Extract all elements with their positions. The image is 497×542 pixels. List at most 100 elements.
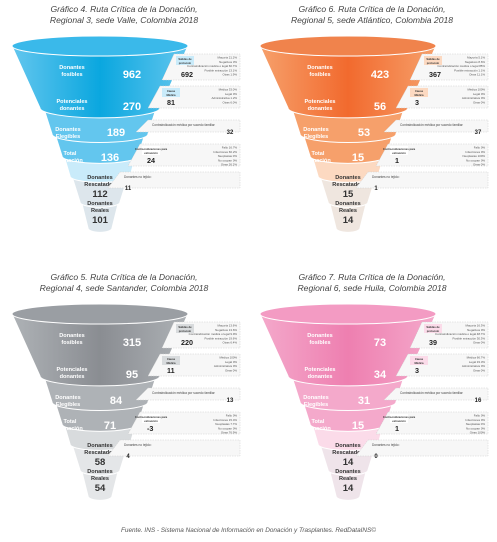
stage-label: Donación bbox=[57, 426, 83, 432]
stage-label: Rescatados bbox=[332, 450, 363, 456]
stage-value: 14 bbox=[343, 457, 354, 468]
side-box-detail: Médica 66.7% bbox=[467, 356, 486, 360]
side-box-value: 0 bbox=[374, 454, 378, 460]
side-box-detail: Legal 0% bbox=[225, 92, 237, 96]
side-box-detail: Posible extracción 1.1% bbox=[454, 68, 485, 72]
stage-label: donantes bbox=[308, 106, 333, 112]
stage-label: Rescatados bbox=[84, 450, 115, 456]
side-box-label: Contraindicación médica por sucedo famil… bbox=[152, 391, 216, 395]
side-box bbox=[135, 119, 241, 133]
side-box-value: 39 bbox=[429, 338, 437, 347]
stage-label: Donantes bbox=[335, 175, 361, 181]
side-box-detail: Fallo 0% bbox=[474, 146, 486, 150]
stage-label: fosibles bbox=[61, 72, 82, 78]
side-box-detail: Contraindicación médica o legal 85% bbox=[437, 64, 485, 68]
side-box-detail: No ocupan 0% bbox=[466, 158, 485, 162]
side-box-value: 13 bbox=[227, 398, 234, 404]
stage-label: Potenciales bbox=[304, 367, 335, 373]
stage-label: Reales bbox=[339, 476, 357, 482]
side-box-value: 11 bbox=[125, 186, 132, 192]
side-box-detail: Negativos 13.6% bbox=[215, 328, 237, 332]
stage-label: Donantes bbox=[303, 127, 329, 133]
side-box-detail: No ocupan 0% bbox=[218, 158, 237, 162]
side-box-label: Causa bbox=[167, 89, 176, 93]
side-box-tag bbox=[176, 56, 194, 65]
stage-label: fosibles bbox=[61, 340, 82, 346]
panel-title: Gráfico 4. Ruta Crítica de la Donación, bbox=[50, 4, 197, 14]
stage-label: Reales bbox=[91, 208, 109, 214]
side-box-detail: Posible extracción 13.1% bbox=[205, 68, 238, 72]
side-box-label: protocolo bbox=[179, 329, 192, 333]
side-box-detail: Fallo 16.7% bbox=[222, 146, 238, 150]
side-box-label: Contra-indicaciones para bbox=[383, 147, 416, 151]
panel-subtitle: Regional 5, sede Atlántico, Colombia 201… bbox=[291, 15, 453, 25]
stage-label: Total bbox=[64, 419, 77, 425]
side-box-detail: Legal 0% bbox=[225, 360, 237, 364]
stage-value: 962 bbox=[123, 69, 141, 81]
side-box-value: 4 bbox=[126, 454, 130, 460]
stage-value: 15 bbox=[352, 420, 364, 432]
side-box-label: Donantes no tejido: bbox=[372, 443, 400, 447]
stage-value: 423 bbox=[371, 69, 389, 81]
stage-label: Donación bbox=[57, 158, 83, 164]
stage-label: Rescatados bbox=[84, 182, 115, 188]
side-box-label: Salidas de bbox=[426, 325, 440, 329]
side-box-detail: Posible extracción 30.3% bbox=[453, 336, 486, 340]
side-box-detail: Mayoría 16.3% bbox=[466, 324, 486, 328]
panel-subtitle: Regional 3, sede Valle, Colombia 2018 bbox=[50, 15, 198, 25]
stage-label: Donantes bbox=[335, 443, 361, 449]
side-box-detail: Mayoría 21.2% bbox=[218, 56, 238, 60]
side-box bbox=[107, 439, 241, 457]
stage-label: Elegibles bbox=[56, 402, 81, 408]
stage-label: Total bbox=[312, 419, 325, 425]
side-box-tag bbox=[424, 324, 442, 333]
stage-value: 136 bbox=[101, 152, 119, 164]
side-box-detail: Fallo 0% bbox=[474, 414, 486, 418]
stage-value: 315 bbox=[123, 337, 141, 349]
side-box-detail: Fallo 0% bbox=[226, 414, 238, 418]
side-box-detail: Infecciones 66.2% bbox=[213, 150, 237, 154]
side-box-detail: No ocupan 0% bbox=[218, 426, 237, 430]
panel-title: Gráfico 7. Ruta Crítica de la Donación, bbox=[298, 272, 445, 282]
side-box-tag bbox=[162, 356, 180, 365]
side-box-value: 1 bbox=[374, 186, 378, 192]
side-box-detail: Administrativa 0% bbox=[462, 96, 486, 100]
stage-label: donantes bbox=[60, 106, 85, 112]
stage-label: donantes bbox=[308, 374, 333, 380]
side-box-label: Contra-indicaciones para bbox=[383, 415, 416, 419]
side-box-detail: Infecciones 0% bbox=[465, 150, 485, 154]
stage-value: 54 bbox=[95, 483, 106, 494]
stage-value: 31 bbox=[358, 395, 370, 407]
side-box-label: protocolo bbox=[427, 61, 440, 65]
side-box-label: Salidas de bbox=[178, 325, 192, 329]
stage-label: Donantes bbox=[303, 395, 329, 401]
side-box-detail: Contraindicación médica o legal 48.7% bbox=[435, 332, 485, 336]
stage-value: 270 bbox=[123, 101, 141, 113]
stage-value: 53 bbox=[358, 127, 370, 139]
stage-label: Total bbox=[64, 151, 77, 157]
source-footnote: Fuente. INS - Sistema Nacional de Inform… bbox=[120, 527, 376, 534]
stage-value: 14 bbox=[343, 215, 354, 226]
side-box bbox=[355, 439, 489, 457]
stage-value: 95 bbox=[126, 369, 138, 381]
funnel-panel-3: Gráfico 5. Ruta Crítica de la Donación,R… bbox=[11, 272, 241, 501]
side-box-label: Contraindicación médica por sucedo famil… bbox=[400, 123, 464, 127]
side-box-detail: Otras 1.9% bbox=[223, 73, 238, 77]
side-box-detail: Contraindicación médica o legal 9.9% bbox=[189, 332, 238, 336]
side-box-detail: Administrativa 0% bbox=[214, 364, 238, 368]
side-box-detail: Otras 0% bbox=[473, 100, 485, 104]
side-box-value: 3 bbox=[415, 366, 419, 375]
stage-label: Donantes bbox=[307, 65, 333, 71]
funnel-band-1 bbox=[11, 313, 189, 387]
side-box-label: extracción bbox=[392, 151, 406, 155]
side-box-label: Médica bbox=[166, 93, 176, 97]
side-box-value: 32 bbox=[227, 130, 234, 136]
side-box-tag bbox=[162, 88, 180, 97]
side-box-label: Causa bbox=[167, 357, 176, 361]
stage-label: Donantes bbox=[335, 201, 361, 207]
stage-label: Donantes bbox=[335, 469, 361, 475]
side-box-label: Causa bbox=[415, 89, 424, 93]
side-box-detail: Otras 0% bbox=[473, 163, 485, 167]
side-box-value: 692 bbox=[181, 70, 193, 79]
